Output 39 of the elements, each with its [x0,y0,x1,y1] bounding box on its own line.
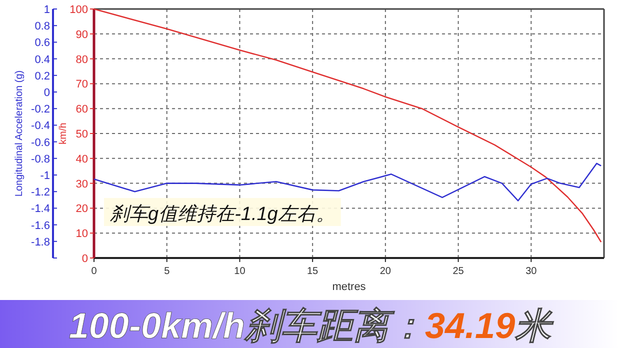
y2-axis-title: Longitudinal Acceleration (g) [14,70,25,197]
x-tick-label: 15 [307,266,319,277]
y2-tick-label: -1.8 [31,236,50,248]
y2-tick-label: -0.8 [31,153,50,166]
line-series [93,162,602,202]
y2-tick-label: -0.6 [31,136,50,149]
y-tick-label: 0 [82,253,88,265]
y-tick-label: 60 [76,104,88,116]
y2-tick-label: -1.4 [31,203,50,216]
y-tick-label: 10 [76,228,88,240]
y2-tick-label: -1.6 [31,220,50,232]
y2-tick-label: 0.2 [34,70,50,82]
x-tick-label: 0 [91,266,98,277]
y2-tick-label: -1 [40,170,50,182]
x-axis-title: metres [332,281,366,293]
y-axis-title: km/h [58,122,69,144]
y2-tick-label: -0.4 [31,120,50,132]
y2-tick-label: -0.2 [31,104,50,116]
y-tick-label: 100 [70,4,88,16]
y-tick-label: 30 [76,178,88,190]
y-tick-label: 40 [76,153,88,166]
y-tick-label: 90 [76,28,88,41]
y2-tick-label: 1 [44,4,50,16]
y-tick-label: 80 [76,54,88,66]
y-tick-label: 70 [76,78,88,91]
x-tick-label: 25 [452,266,464,277]
y2-tick-label: 0 [44,87,50,99]
annotation: 刹车g值维持在-1.1g左右。 [109,203,335,225]
y-tick-label: 20 [76,203,88,216]
y2-tick-label: 0.4 [34,54,50,66]
y2-tick-label: 0.6 [34,37,50,50]
y-tick-label: 50 [76,128,88,140]
text: 100-0km/h刹车距离：34.19米 [68,305,554,346]
x-tick-label: 30 [526,266,538,277]
x-tick-label: 20 [380,266,392,277]
y2-tick-label: -1.2 [31,186,50,199]
x-tick-label: 10 [234,266,246,277]
x-tick-label: 5 [164,266,170,277]
y2-tick-label: 0.8 [34,20,50,33]
